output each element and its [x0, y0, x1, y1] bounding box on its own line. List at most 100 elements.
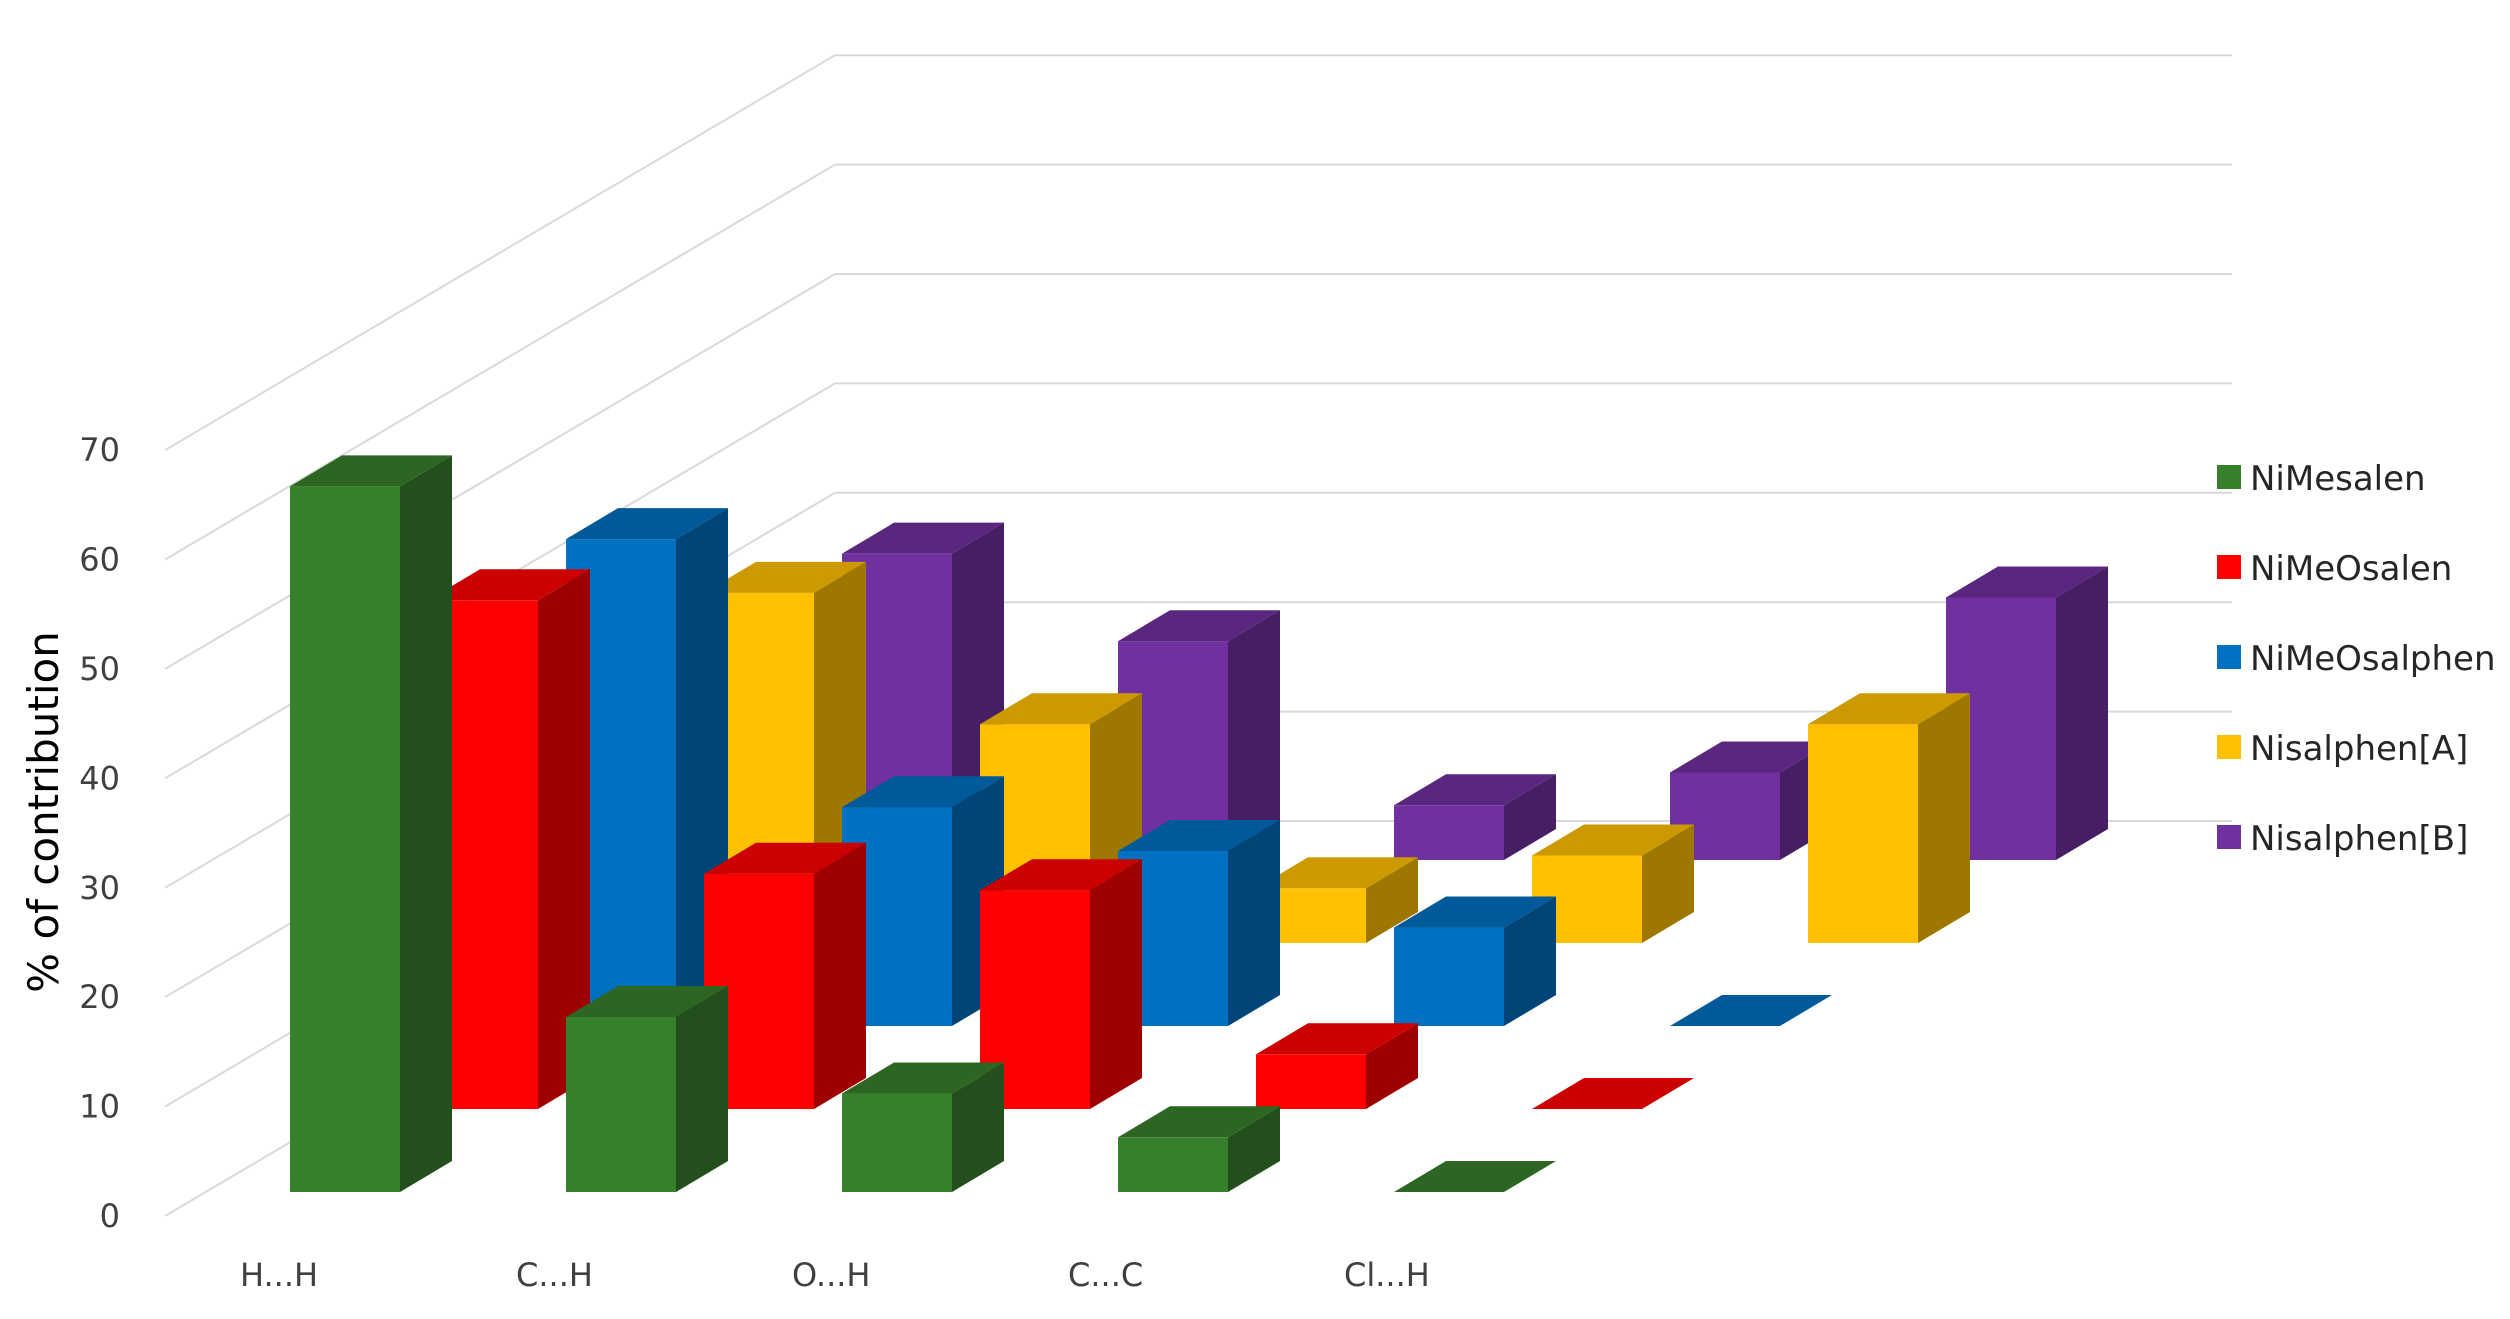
bar-front-face: [1808, 724, 1918, 943]
legend-label: NiMesalen: [2250, 459, 2426, 499]
y-tick-label: 50: [79, 650, 120, 688]
bar-top-face: [1532, 824, 1694, 856]
bar: [1946, 566, 2108, 860]
bar-side-face: [1228, 819, 1280, 1026]
legend-swatch: [2217, 465, 2241, 489]
legend-item: Nisalphen[A]: [2217, 729, 2468, 769]
bar-top-face: [428, 569, 590, 601]
bar: [566, 985, 728, 1192]
bar-side-face: [2056, 566, 2108, 860]
bar-top-face: [1118, 610, 1280, 642]
bar: [1394, 774, 1556, 860]
x-tick-label: H...H: [240, 1256, 318, 1294]
y-axis-title: % of contribution: [19, 631, 68, 993]
bar: [1670, 741, 1832, 860]
bar-top-face: [290, 455, 452, 487]
bar: [566, 508, 728, 1026]
bar-front-face: [842, 1093, 952, 1192]
legend: NiMesalen NiMeOsalen NiMeOsalphen Nisalphen…: [2217, 459, 2496, 859]
bar: [704, 842, 866, 1109]
bar-front-face: [1256, 1054, 1366, 1109]
side-gridline: [164, 54, 836, 452]
bar-front-face: [1394, 805, 1504, 860]
y-tick-labels: 0 10 20 30 40 50 60 70: [79, 431, 120, 1235]
bar: [1394, 1161, 1556, 1192]
x-tick-label: C...C: [1068, 1256, 1143, 1294]
bar-top-face: [1118, 1106, 1280, 1138]
y-tick-label: 70: [79, 431, 120, 469]
legend-label: NiMeOsalen: [2250, 549, 2452, 589]
bar-top-face: [842, 776, 1004, 808]
x-tick-labels: H...H C...H O...H C...C Cl...H: [240, 1256, 1430, 1294]
bar-front-face: [566, 1016, 676, 1192]
bar: [1532, 1078, 1694, 1109]
bar-side-face: [1228, 1106, 1280, 1192]
bar-top-face: [1670, 995, 1832, 1026]
bar-top-face: [980, 859, 1142, 891]
bar-side-face: [676, 985, 728, 1192]
y-tick-label: 0: [100, 1197, 120, 1235]
bars: [290, 455, 2108, 1192]
bar: [290, 455, 452, 1192]
bar-side-face: [814, 842, 866, 1109]
legend-item: NiMesalen: [2217, 459, 2426, 499]
y-tick-label: 60: [79, 541, 120, 579]
bar-top-face: [842, 522, 1004, 554]
legend-label: Nisalphen[B]: [2250, 819, 2468, 859]
bar-side-face: [1504, 774, 1556, 860]
bar-top-face: [1256, 857, 1418, 889]
bar-top-face: [1118, 819, 1280, 851]
legend-swatch: [2217, 735, 2241, 759]
y-tick-label: 30: [79, 869, 120, 907]
bar-side-face: [1366, 857, 1418, 943]
bar-top-face: [1394, 1161, 1556, 1192]
x-tick-label: O...H: [792, 1256, 870, 1294]
bar-top-face: [1670, 741, 1832, 773]
x-tick-label: C...H: [516, 1256, 593, 1294]
bar: [1256, 857, 1418, 943]
bar-top-face: [1394, 896, 1556, 928]
bar: [1670, 995, 1832, 1026]
bar-side-face: [1090, 859, 1142, 1109]
bar: [1394, 896, 1556, 1026]
y-tick-label: 20: [79, 978, 120, 1016]
bar-side-face: [538, 569, 590, 1109]
bar-side-face: [400, 455, 452, 1192]
bar: [1118, 819, 1280, 1026]
legend-item: NiMeOsalphen: [2217, 639, 2496, 679]
bar-side-face: [1918, 693, 1970, 943]
bar: [1118, 1106, 1280, 1192]
bar-side-face: [1504, 896, 1556, 1026]
y-tick-label: 40: [79, 759, 120, 797]
legend-item: NiMeOsalen: [2217, 549, 2452, 589]
side-gridline: [164, 163, 836, 561]
bar: [1808, 693, 1970, 943]
bar: [980, 859, 1142, 1109]
bar: [1256, 1023, 1418, 1109]
bar-top-face: [842, 1062, 1004, 1094]
bar-side-face: [1642, 824, 1694, 943]
bar: [842, 776, 1004, 1026]
legend-swatch: [2217, 555, 2241, 579]
bar-front-face: [1394, 927, 1504, 1026]
bar-top-face: [1256, 1023, 1418, 1055]
bar: [842, 1062, 1004, 1192]
bar-top-face: [1394, 774, 1556, 806]
bar: [428, 569, 590, 1109]
legend-swatch: [2217, 645, 2241, 669]
bar-side-face: [1366, 1023, 1418, 1109]
bar-front-face: [1118, 1137, 1228, 1192]
bar-top-face: [1946, 566, 2108, 598]
legend-label: Nisalphen[A]: [2250, 729, 2468, 769]
bar-side-face: [952, 1062, 1004, 1192]
legend-item: Nisalphen[B]: [2217, 819, 2468, 859]
bar-top-face: [980, 693, 1142, 725]
bar-top-face: [704, 842, 866, 874]
bar-top-face: [704, 561, 866, 593]
bar-top-face: [1808, 693, 1970, 725]
x-tick-label: Cl...H: [1344, 1256, 1430, 1294]
side-gridline: [164, 273, 836, 670]
bar-front-face: [290, 486, 400, 1192]
